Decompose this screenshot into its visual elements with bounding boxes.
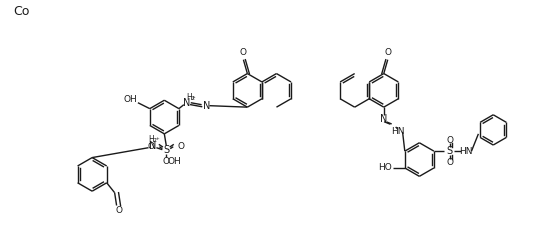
Text: N: N xyxy=(203,101,210,111)
Text: N: N xyxy=(149,141,156,151)
Text: O: O xyxy=(163,157,170,166)
Text: O: O xyxy=(178,142,184,151)
Text: H₂: H₂ xyxy=(186,93,195,102)
Text: ⁺: ⁺ xyxy=(155,138,159,144)
Text: O: O xyxy=(115,206,122,215)
Text: Co: Co xyxy=(13,5,30,18)
Text: H₂: H₂ xyxy=(148,135,157,144)
Text: ⁺: ⁺ xyxy=(192,97,196,103)
Text: O: O xyxy=(240,48,247,57)
Text: O: O xyxy=(384,48,391,57)
Text: S: S xyxy=(447,146,453,156)
Text: N: N xyxy=(183,98,190,108)
Text: OH: OH xyxy=(167,157,181,166)
Text: HO: HO xyxy=(378,163,392,173)
Text: O: O xyxy=(446,158,453,166)
Text: O: O xyxy=(148,142,155,151)
Text: HN: HN xyxy=(391,127,404,136)
Text: OH: OH xyxy=(123,95,137,104)
Text: N: N xyxy=(380,114,388,124)
Text: S: S xyxy=(163,145,169,155)
Text: O: O xyxy=(446,136,453,145)
Text: HN: HN xyxy=(459,147,472,156)
